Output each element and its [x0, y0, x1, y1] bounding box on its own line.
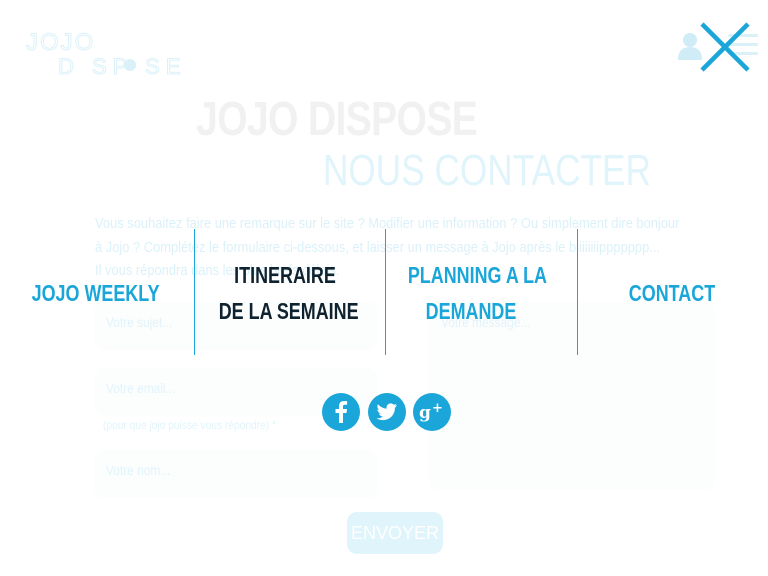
facebook-icon[interactable] [322, 393, 360, 431]
nav-planning-line1: PLANNING A LA [407, 262, 548, 288]
google-plus-icon[interactable]: g + [413, 393, 451, 431]
close-icon[interactable] [698, 20, 752, 74]
svg-text:+: + [432, 401, 443, 416]
twitter-icon[interactable] [368, 393, 406, 431]
nav-itineraire[interactable]: ITINERAIRE DE LA SEMAINE [218, 257, 359, 329]
nav-itineraire-line1: ITINERAIRE [234, 262, 336, 288]
svg-text:g: g [419, 403, 431, 423]
nav-divider [194, 229, 195, 355]
nav-contact[interactable]: CONTACT [610, 275, 735, 311]
nav-jojo-weekly[interactable]: JOJO WEEKLY [31, 275, 160, 311]
nav-contact-label: CONTACT [628, 280, 716, 306]
nav-itineraire-line2: DE LA SEMAINE [218, 298, 359, 324]
nav-planning-line2: DEMANDE [425, 298, 517, 324]
nav-divider [385, 229, 386, 355]
nav-divider [577, 229, 578, 355]
nav-planning[interactable]: PLANNING A LA DEMANDE [407, 257, 548, 329]
nav-jojo-weekly-label: JOJO WEEKLY [31, 280, 160, 306]
